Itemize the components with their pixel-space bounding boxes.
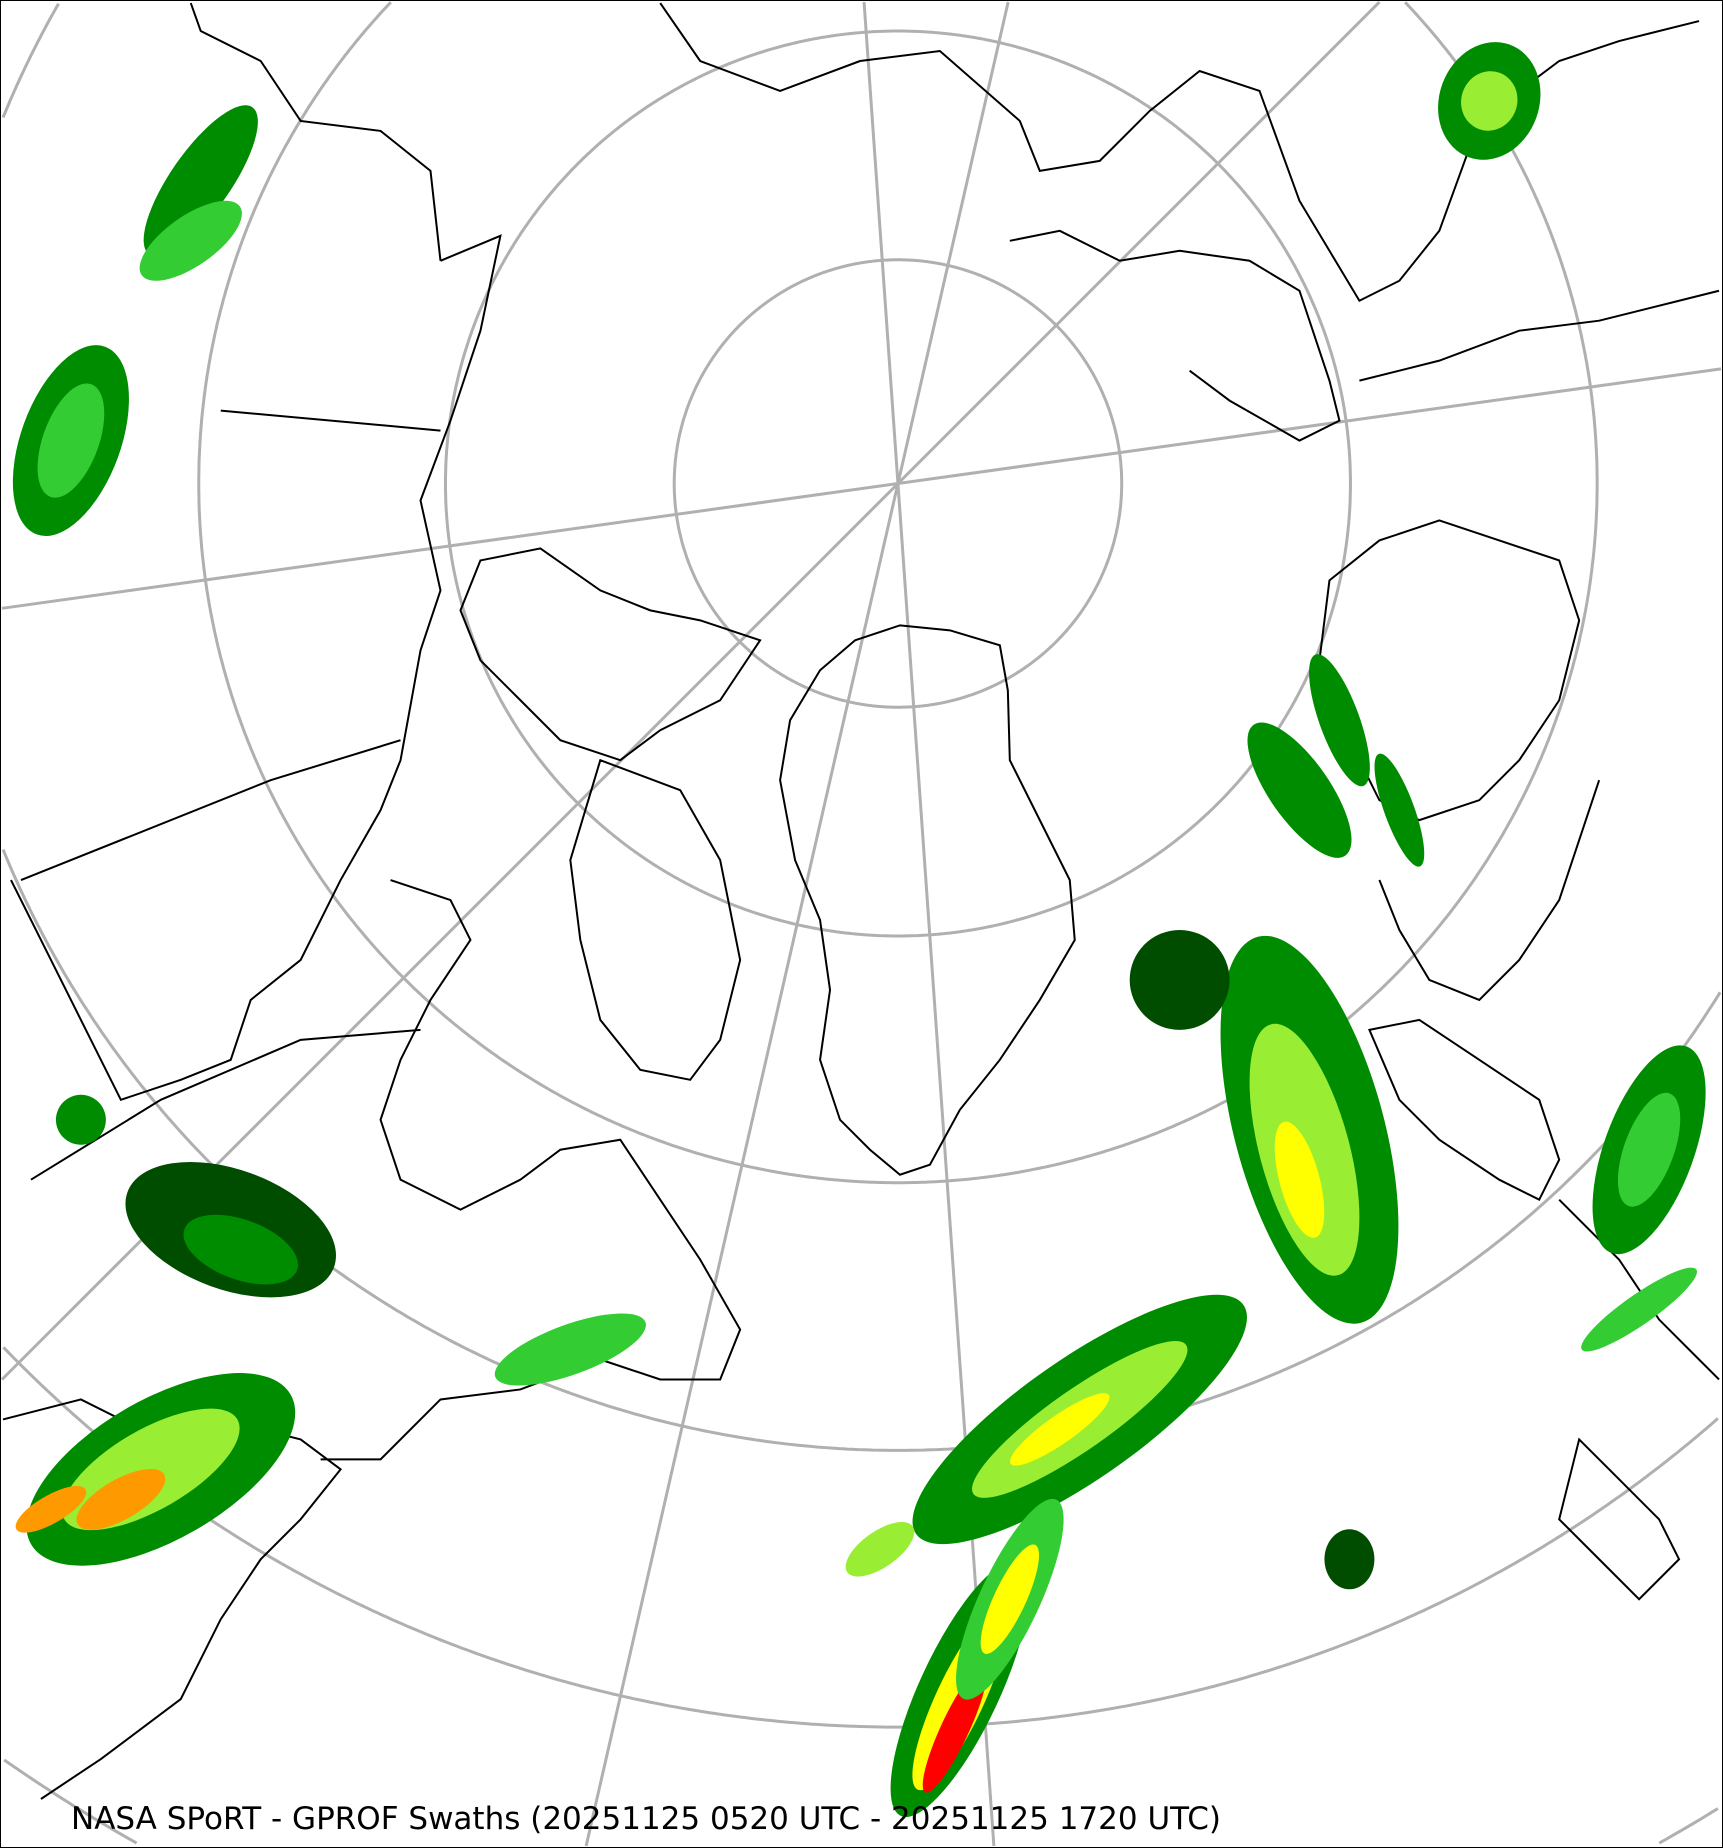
precipitation-swaths [12, 42, 1706, 1817]
precip-swath [15, 1485, 87, 1533]
latitude-circle [197, 1, 1599, 1185]
precip-swath [1617, 1092, 1681, 1207]
precip-swath [37, 383, 105, 498]
precip-swath [183, 1214, 298, 1285]
coastline [779, 624, 1076, 1176]
precip-swath [845, 1522, 915, 1577]
precip-swath [55, 1094, 106, 1145]
precip-swath [1581, 1267, 1698, 1352]
map-title: NASA SPoRT - GPROF Swaths (20251125 0520… [71, 1801, 1221, 1837]
latitude-circle [2, 1346, 1719, 1729]
precip-swath [1274, 1121, 1325, 1238]
precip-swath [1309, 654, 1370, 787]
coastlines [2, 2, 1720, 1800]
meridian-line [1, 367, 1722, 610]
precip-swath [139, 200, 242, 281]
coastline [659, 2, 1700, 303]
coastline [569, 758, 742, 1081]
meridian-line [584, 1, 1010, 1847]
coastline [1359, 289, 1720, 382]
precip-swath [1129, 929, 1230, 1030]
latitude-circle [443, 29, 1352, 938]
precip-swath [1010, 1393, 1110, 1466]
precip-swath [1324, 1529, 1375, 1590]
latitude-circle [3, 1758, 1719, 1845]
coastline [1558, 1437, 1681, 1601]
coastline [10, 234, 502, 1102]
meridian-line [1, 1, 1381, 1381]
meridian-line [862, 1, 996, 1847]
precip-swath [1461, 71, 1518, 131]
coastline [1368, 1018, 1561, 1202]
precip-swath [1374, 753, 1425, 867]
coastline [20, 739, 401, 881]
precip-swath [76, 1468, 166, 1530]
coastline [220, 409, 441, 432]
coastline [459, 547, 762, 762]
latitude-circle [1, 3, 1722, 1452]
precip-swath [143, 105, 258, 257]
precip-swath [494, 1313, 646, 1386]
latitude-circle [672, 258, 1124, 709]
coastline [189, 2, 442, 261]
precip-swath [980, 1544, 1040, 1654]
coastline [1009, 229, 1341, 442]
coastline [1378, 779, 1601, 1002]
precip-swath [1247, 722, 1352, 858]
